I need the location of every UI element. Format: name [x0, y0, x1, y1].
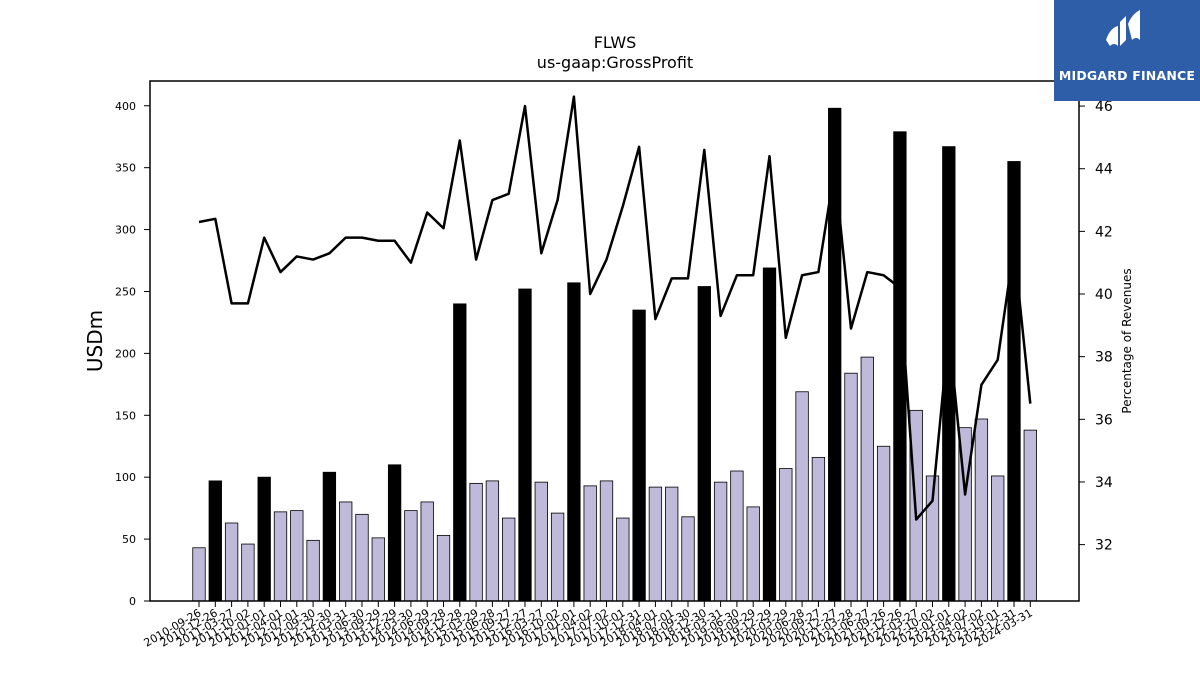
bar — [371, 537, 385, 602]
logo-mark-icon — [1106, 10, 1140, 46]
bar — [420, 501, 434, 602]
bar — [828, 107, 842, 602]
bar — [746, 506, 760, 602]
bar — [844, 372, 858, 602]
y-tick-label: 300 — [115, 224, 136, 237]
bar — [876, 445, 891, 602]
bar — [697, 286, 711, 602]
bar — [779, 468, 793, 602]
bar — [485, 480, 500, 602]
bar — [192, 547, 206, 602]
y-axis: 0 50 100 150 200 250 300 350 400 — [115, 100, 150, 608]
bar — [339, 501, 353, 602]
bar — [273, 511, 288, 602]
bar — [550, 512, 565, 602]
bar — [502, 517, 516, 602]
midgard-finance-logo: MIDGARD FINANCE — [1054, 0, 1200, 101]
bar — [290, 510, 304, 602]
bar — [1007, 161, 1021, 602]
y2-tick-label: 36 — [1095, 412, 1113, 428]
bar — [224, 522, 239, 602]
bar — [795, 391, 809, 602]
bar — [616, 517, 630, 602]
bar — [632, 309, 646, 602]
bar — [453, 303, 467, 602]
y-tick-label: 150 — [115, 409, 136, 422]
bar — [974, 418, 989, 602]
percentage-line — [198, 95, 1032, 521]
bar — [257, 476, 271, 602]
bar — [1023, 429, 1037, 602]
y2-tick-label: 44 — [1095, 162, 1113, 178]
y2-tick-label: 42 — [1095, 224, 1113, 240]
bar — [208, 480, 222, 602]
y-tick-label: 200 — [115, 347, 136, 360]
bar — [811, 456, 826, 602]
y2-tick-label: 46 — [1095, 99, 1113, 115]
bar — [404, 510, 418, 602]
y2-axis-label: Percentage of Revenues — [1120, 268, 1134, 413]
y-tick-label: 400 — [115, 100, 136, 113]
bar — [469, 482, 483, 602]
y2-tick-label: 38 — [1095, 350, 1113, 366]
y-axis-label: USDm — [83, 310, 107, 372]
bar — [665, 486, 679, 602]
x-axis: 2010-09-262010-12-262011-03-272011-10-02… — [142, 601, 1035, 650]
bar — [991, 475, 1005, 602]
bar — [436, 534, 451, 602]
logo-text: MIDGARD FINANCE — [1058, 68, 1196, 83]
y-tick-label: 100 — [115, 471, 136, 484]
y2-axis: 32 34 36 38 40 42 44 46 — [1079, 99, 1113, 554]
bar — [387, 464, 402, 602]
y-tick-label: 50 — [122, 533, 136, 546]
y-tick-label: 0 — [129, 595, 136, 608]
chart-title: FLWS — [594, 33, 637, 52]
bar — [322, 471, 337, 602]
y2-tick-label: 34 — [1095, 475, 1113, 491]
bar — [534, 481, 548, 602]
bar — [762, 267, 777, 602]
y-tick-label: 250 — [115, 285, 136, 298]
bar — [681, 516, 695, 602]
y2-tick-label: 32 — [1095, 538, 1113, 554]
bar — [355, 513, 369, 602]
bar — [518, 288, 532, 602]
bar — [860, 356, 874, 602]
chart-subtitle: us-gaap:GrossProfit — [537, 53, 693, 72]
plot-frame — [149, 80, 1080, 602]
bar — [713, 481, 728, 602]
bar — [241, 543, 255, 602]
y-tick-label: 350 — [115, 162, 136, 175]
bar — [599, 480, 614, 602]
bar — [648, 486, 663, 602]
y2-tick-label: 40 — [1095, 287, 1113, 303]
bar — [306, 539, 320, 602]
bar-series — [192, 107, 1037, 602]
bar — [567, 282, 581, 602]
bar — [583, 485, 597, 602]
bar — [730, 470, 744, 602]
